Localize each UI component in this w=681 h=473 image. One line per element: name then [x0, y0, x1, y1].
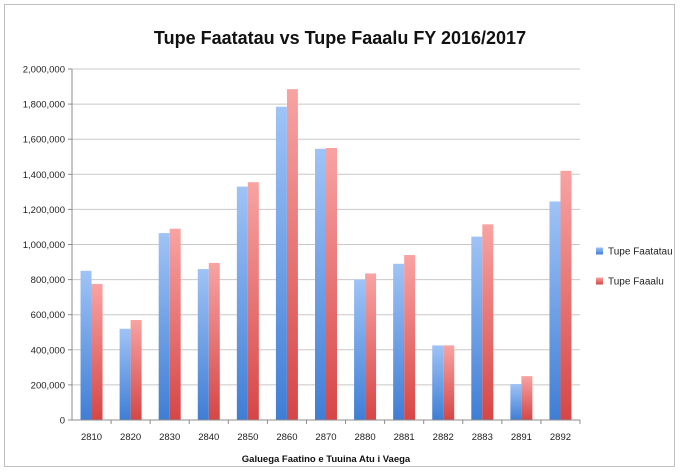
legend-label-tupe-faatatau: Tupe Faatatau [608, 247, 673, 258]
bar-tupe-faaalu [443, 345, 455, 420]
bar-tupe-faaalu [286, 89, 298, 421]
x-tick-label: 2880 [355, 432, 376, 443]
x-tick-label: 2840 [198, 432, 219, 443]
chart-title: Tupe Faatatau vs Tupe Faaalu FY 2016/201… [154, 28, 526, 48]
x-tick-label: 2870 [315, 432, 336, 443]
y-axis-ticks: 0 200,000 400,000 600,000 800,000 1,000,000 1,… [23, 65, 72, 427]
legend-swatch-tupe-faaalu [596, 277, 603, 285]
bar-tupe-faatatau [80, 270, 92, 420]
y-tick-label: 1,000,000 [23, 240, 65, 251]
bar-tupe-faatatau [158, 233, 170, 420]
legend-label-tupe-faaalu: Tupe Faaalu [608, 277, 664, 288]
bar-tupe-faaalu [169, 228, 181, 420]
bar-tupe-faatatau [119, 328, 131, 420]
y-tick-label: 600,000 [31, 310, 65, 321]
bar-tupe-faaalu [247, 182, 259, 420]
bar-tupe-faatatau [432, 345, 444, 420]
bars [80, 89, 572, 421]
x-tick-label: 2850 [237, 432, 258, 443]
gridlines [72, 68, 580, 386]
bar-tupe-faatatau [393, 263, 405, 420]
bar-tupe-faaalu [365, 273, 377, 420]
y-tick-label: 1,800,000 [23, 100, 65, 111]
x-tick-label: 2860 [276, 432, 297, 443]
legend-swatch-tupe-faatatau [596, 247, 603, 255]
bar-tupe-faatatau [275, 106, 287, 421]
y-tick-label: 0 [60, 416, 65, 427]
x-tick-label: 2810 [81, 432, 102, 443]
x-tick-label: 2882 [433, 432, 454, 443]
bar-tupe-faaalu [560, 170, 572, 420]
x-tick-label: 2830 [159, 432, 180, 443]
legend: Tupe Faatatau Tupe Faaalu [596, 247, 673, 288]
bar-tupe-faaalu [482, 224, 494, 420]
x-axis-label: Galuega Faatino e Tuuina Atu i Vaega [242, 454, 411, 465]
y-tick-label: 2,000,000 [23, 65, 65, 76]
x-tick-label: 2892 [550, 432, 571, 443]
bar-tupe-faatatau [236, 186, 248, 420]
bar-tupe-faaalu [521, 376, 533, 420]
x-tick-label: 2891 [511, 432, 532, 443]
bar-tupe-faatatau [315, 148, 326, 421]
y-tick-label: 800,000 [31, 275, 65, 286]
y-tick-label: 400,000 [31, 345, 65, 356]
bar-tupe-faaalu [208, 262, 220, 420]
bar-tupe-faatatau [510, 384, 522, 420]
bar-tupe-faatatau [354, 279, 366, 420]
x-tick-label: 2820 [120, 432, 141, 443]
x-axis-ticks: 2810 2820 2830 2840 2850 2860 2870 2880 2881 2882… [81, 420, 581, 443]
bar-tupe-faatatau [471, 236, 483, 420]
bar-tupe-faatatau [197, 269, 209, 420]
x-tick-label: 2883 [472, 432, 493, 443]
bar-tupe-faaalu [404, 255, 416, 420]
bar-tupe-faatatau [549, 201, 561, 420]
bar-tupe-faaalu [326, 147, 337, 420]
bar-tupe-faaalu [91, 283, 103, 420]
y-tick-label: 200,000 [31, 380, 65, 391]
y-tick-label: 1,600,000 [23, 135, 65, 146]
bar-tupe-faaalu [130, 319, 142, 420]
x-tick-label: 2881 [394, 432, 415, 443]
y-tick-label: 1,200,000 [23, 205, 65, 216]
y-tick-label: 1,400,000 [23, 170, 65, 181]
